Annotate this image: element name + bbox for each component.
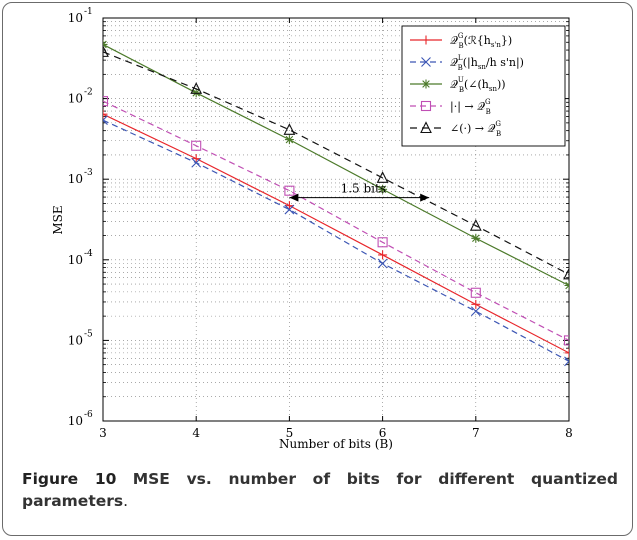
x-tick-label: 6 — [379, 426, 387, 440]
annotation-arrowhead-right — [420, 193, 430, 202]
data-point — [191, 154, 201, 164]
caption-text: MSE vs. number of bits for different qua… — [22, 470, 618, 510]
data-point — [564, 280, 569, 290]
legend-label: 𝒬G B(ℛ{hs'n}) — [450, 32, 512, 50]
data-point — [470, 306, 481, 317]
data-point — [471, 233, 481, 243]
series-3 — [103, 39, 569, 290]
y-tick-label: 10 — [68, 11, 83, 25]
y-tick-exponent: -5 — [84, 329, 93, 339]
data-point — [564, 356, 569, 367]
data-point — [284, 185, 295, 196]
data-point — [470, 287, 481, 298]
data-point — [103, 115, 108, 126]
series-line — [103, 51, 569, 275]
series-line — [103, 113, 569, 354]
y-tick-label: 10 — [68, 414, 83, 428]
y-tick-exponent: -3 — [84, 168, 93, 178]
legend-marker — [420, 100, 432, 112]
data-point — [103, 45, 109, 57]
x-tick-label: 3 — [99, 426, 107, 440]
x-axis-label: Number of bits (B) — [279, 437, 393, 451]
data-point — [564, 348, 569, 358]
data-point — [191, 140, 202, 151]
data-point — [283, 123, 296, 135]
data-point — [377, 258, 388, 269]
legend-label: ∠(·) → 𝒬G B — [450, 120, 501, 138]
y-tick-label: 10 — [68, 253, 83, 267]
y-tick-exponent: -6 — [84, 410, 93, 420]
series-5 — [103, 45, 569, 280]
figure-caption: Figure 10 MSE vs. number of bits for dif… — [22, 468, 618, 512]
x-tick-label: 7 — [472, 426, 480, 440]
data-point — [103, 109, 108, 119]
legend-item: 𝒬U B(∠(hsn)) — [410, 76, 506, 94]
series-line — [103, 43, 569, 287]
series-4 — [103, 96, 569, 346]
legend-item: |·| → 𝒬G B — [410, 98, 491, 116]
data-point — [378, 250, 388, 260]
legend-item: 𝒬L B(|hsn/h s'n|) — [410, 54, 524, 72]
legend-label: 𝒬U B(∠(hsn)) — [450, 76, 506, 94]
data-point — [563, 335, 569, 346]
data-point — [284, 201, 294, 211]
x-tick-label: 5 — [286, 426, 294, 440]
y-tick-exponent: -2 — [84, 88, 93, 98]
data-point — [469, 218, 482, 231]
legend-marker — [421, 35, 431, 45]
y-tick-label: 10 — [68, 92, 83, 106]
y-tick-label: 10 — [68, 333, 83, 347]
y-tick-label: 10 — [68, 172, 83, 186]
annotation-group: 1.5 bits — [289, 182, 430, 202]
data-point — [191, 88, 201, 98]
series-line — [103, 100, 569, 341]
x-tick-label: 8 — [565, 426, 573, 440]
y-tick-exponent: -1 — [84, 7, 93, 17]
legend-box — [401, 25, 566, 147]
data-point — [190, 82, 203, 94]
legend-marker — [421, 79, 431, 89]
annotation-arrowhead-left — [289, 193, 299, 202]
caption-end: . — [123, 492, 129, 510]
series-group — [103, 39, 569, 367]
data-point — [378, 184, 388, 194]
legend-label: |·| → 𝒬G B — [450, 98, 491, 116]
legend-label: 𝒬L B(|hsn/h s'n|) — [450, 54, 524, 72]
y-tick-exponent: -4 — [84, 249, 93, 259]
data-point — [376, 171, 389, 183]
plot-area-frame — [102, 17, 570, 422]
x-tick-label: 4 — [192, 426, 200, 440]
mse-chart: 3 4 5 6 7 810-610-510-410-310-210-1 1.5 bits … — [51, 7, 573, 451]
data-point — [191, 157, 202, 168]
series-line — [103, 119, 569, 362]
axis-ticks: 3 4 5 6 7 810-610-510-410-310-210-1 — [68, 7, 573, 440]
legend-marker — [421, 57, 431, 67]
annotation-label: 1.5 bits — [341, 182, 386, 196]
data-point — [284, 204, 295, 215]
series-2 — [103, 115, 569, 367]
data-point — [471, 299, 481, 309]
data-point — [284, 135, 294, 145]
legend-marker — [420, 121, 432, 134]
legend-item: ∠(·) → 𝒬G B — [410, 120, 501, 138]
data-point — [563, 267, 569, 280]
caption-label: Figure 10 — [22, 470, 117, 488]
legend-item: 𝒬G B(ℛ{hs'n}) — [410, 32, 512, 50]
data-point — [103, 96, 109, 107]
series-1 — [103, 109, 569, 358]
data-point — [377, 237, 388, 248]
y-axis-label: MSE — [51, 205, 65, 234]
legend: 𝒬G B(ℛ{hs'n}) 𝒬L B(|hsn/h s'n|) 𝒬U B(∠(hsn)) |… — [401, 25, 566, 147]
